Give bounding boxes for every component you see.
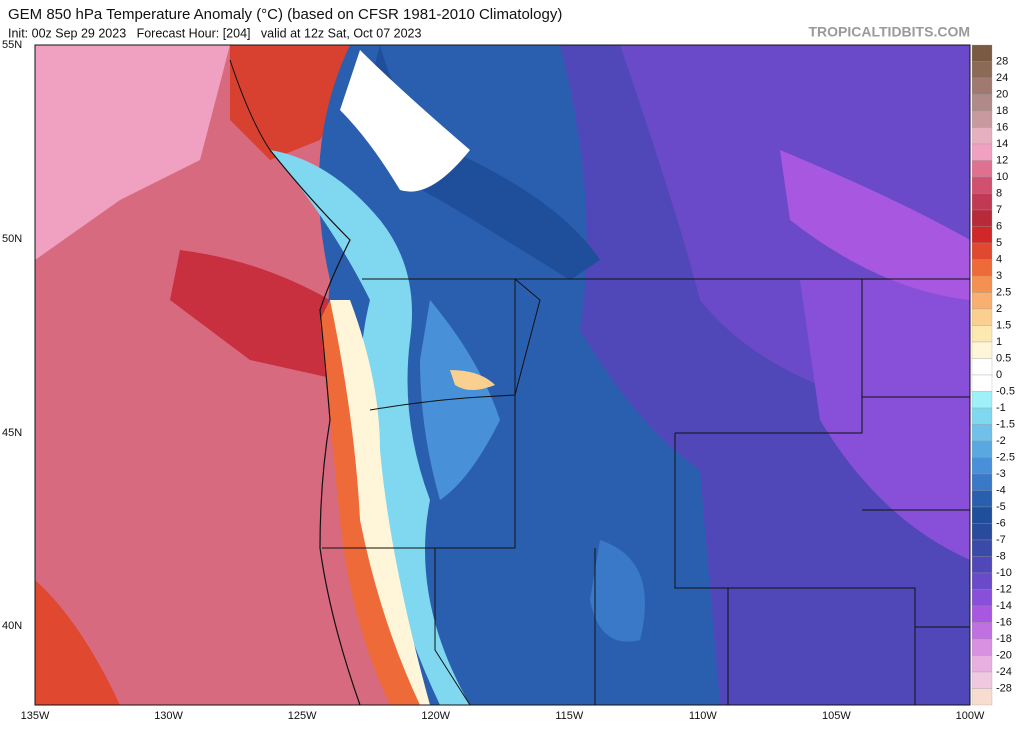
colorbar-swatch bbox=[971, 605, 993, 623]
lon-label: 115W bbox=[555, 710, 584, 722]
colorbar-label: -5 bbox=[996, 501, 1006, 513]
colorbar-label: -16 bbox=[996, 616, 1012, 628]
lon-label: 105W bbox=[822, 710, 851, 722]
lon-label: 120W bbox=[421, 710, 450, 722]
colorbar-label: 1 bbox=[996, 336, 1002, 348]
colorbar-label: 6 bbox=[996, 220, 1002, 232]
subtitle: Init: 00z Sep 29 2023 Forecast Hour: [20… bbox=[8, 26, 421, 40]
colorbar-label: 3 bbox=[996, 270, 1002, 282]
colorbar-label: -3 bbox=[996, 468, 1006, 480]
colorbar-label: -12 bbox=[996, 583, 1012, 595]
colorbar-swatch bbox=[971, 308, 993, 326]
colorbar-swatch bbox=[971, 556, 993, 574]
brand: TROPICALTIDBITS.COM bbox=[808, 24, 970, 40]
lon-label: 110W bbox=[689, 710, 718, 722]
colorbar-swatch bbox=[971, 143, 993, 161]
colorbar-label: -4 bbox=[996, 484, 1006, 496]
colorbar-label: 10 bbox=[996, 171, 1008, 183]
colorbar-swatch bbox=[971, 226, 993, 244]
colorbar-label: 16 bbox=[996, 121, 1008, 133]
colorbar-swatch bbox=[971, 655, 993, 673]
colorbar-label: -1 bbox=[996, 402, 1006, 414]
colorbar-swatch bbox=[971, 424, 993, 442]
colorbar-label: -2 bbox=[996, 435, 1006, 447]
colorbar-swatch bbox=[971, 358, 993, 376]
colorbar-label: 2.5 bbox=[996, 286, 1011, 298]
colorbar-swatch bbox=[971, 572, 993, 590]
colorbar-label: -10 bbox=[996, 567, 1012, 579]
colorbar-swatch bbox=[971, 44, 993, 62]
colorbar-label: -18 bbox=[996, 633, 1012, 645]
colorbar: 28 24 20 18 16 14 12 10 8 7 6 5 4 3 2.5 2 1.5 1 0.5 0 -0.5 -1… bbox=[971, 44, 1015, 706]
colorbar-swatch bbox=[971, 209, 993, 227]
colorbar-swatch bbox=[971, 638, 993, 656]
lat-label: 50N bbox=[2, 233, 22, 245]
colorbar-swatch bbox=[971, 127, 993, 145]
colorbar-swatch bbox=[971, 539, 993, 557]
colorbar-swatch bbox=[971, 176, 993, 194]
colorbar-swatch bbox=[971, 193, 993, 211]
colorbar-swatch bbox=[971, 77, 993, 95]
colorbar-label: -7 bbox=[996, 534, 1006, 546]
colorbar-label: 20 bbox=[996, 88, 1008, 100]
colorbar-label: 8 bbox=[996, 187, 1002, 199]
lat-label: 55N bbox=[2, 39, 22, 51]
colorbar-swatch bbox=[971, 589, 993, 607]
lat-label: 40N bbox=[2, 620, 22, 632]
colorbar-swatch bbox=[971, 160, 993, 178]
colorbar-label: 0.5 bbox=[996, 352, 1011, 364]
colorbar-swatch bbox=[971, 506, 993, 524]
colorbar-label: 12 bbox=[996, 154, 1008, 166]
map bbox=[34, 44, 971, 706]
colorbar-swatch bbox=[971, 473, 993, 491]
colorbar-label: -14 bbox=[996, 600, 1012, 612]
colorbar-label: 0 bbox=[996, 369, 1002, 381]
colorbar-label: 4 bbox=[996, 253, 1002, 265]
colorbar-label: 28 bbox=[996, 55, 1008, 67]
colorbar-label: -0.5 bbox=[996, 385, 1015, 397]
colorbar-swatch bbox=[971, 341, 993, 359]
lon-label: 130W bbox=[154, 710, 183, 722]
colorbar-swatch bbox=[971, 94, 993, 112]
colorbar-swatch bbox=[971, 671, 993, 689]
colorbar-label: 5 bbox=[996, 237, 1002, 249]
colorbar-label: -2.5 bbox=[996, 451, 1015, 463]
colorbar-swatch bbox=[971, 407, 993, 425]
title: GEM 850 hPa Temperature Anomaly (°C) (ba… bbox=[8, 6, 562, 23]
colorbar-label: 18 bbox=[996, 105, 1008, 117]
lon-label: 100W bbox=[956, 710, 985, 722]
colorbar-label: -8 bbox=[996, 550, 1006, 562]
colorbar-label: -24 bbox=[996, 666, 1012, 678]
colorbar-swatch bbox=[971, 242, 993, 260]
colorbar-label: -20 bbox=[996, 649, 1012, 661]
lon-label: 125W bbox=[288, 710, 317, 722]
colorbar-label: 7 bbox=[996, 204, 1002, 216]
colorbar-swatch bbox=[971, 61, 993, 79]
lon-label: 135W bbox=[21, 710, 50, 722]
colorbar-swatch bbox=[971, 292, 993, 310]
colorbar-swatch bbox=[971, 325, 993, 343]
colorbar-swatch bbox=[971, 457, 993, 475]
colorbar-swatch bbox=[971, 275, 993, 293]
colorbar-swatch bbox=[971, 391, 993, 409]
colorbar-label: 2 bbox=[996, 303, 1002, 315]
colorbar-label: -6 bbox=[996, 517, 1006, 529]
colorbar-swatch bbox=[971, 622, 993, 640]
colorbar-swatch bbox=[971, 688, 993, 706]
axis-labels: 55N 50N 45N 40N 135W 130W 125W 120W 115W 110W 105W… bbox=[2, 39, 985, 722]
lat-label: 45N bbox=[2, 427, 22, 439]
colorbar-swatch bbox=[971, 440, 993, 458]
colorbar-label: 1.5 bbox=[996, 319, 1011, 331]
colorbar-swatch bbox=[971, 110, 993, 128]
colorbar-swatch bbox=[971, 490, 993, 508]
colorbar-label: -28 bbox=[996, 682, 1012, 694]
colorbar-label: 24 bbox=[996, 72, 1008, 84]
colorbar-label: 14 bbox=[996, 138, 1008, 150]
colorbar-label: -1.5 bbox=[996, 418, 1015, 430]
colorbar-swatch bbox=[971, 374, 993, 392]
colorbar-swatch bbox=[971, 259, 993, 277]
colorbar-swatch bbox=[971, 523, 993, 541]
